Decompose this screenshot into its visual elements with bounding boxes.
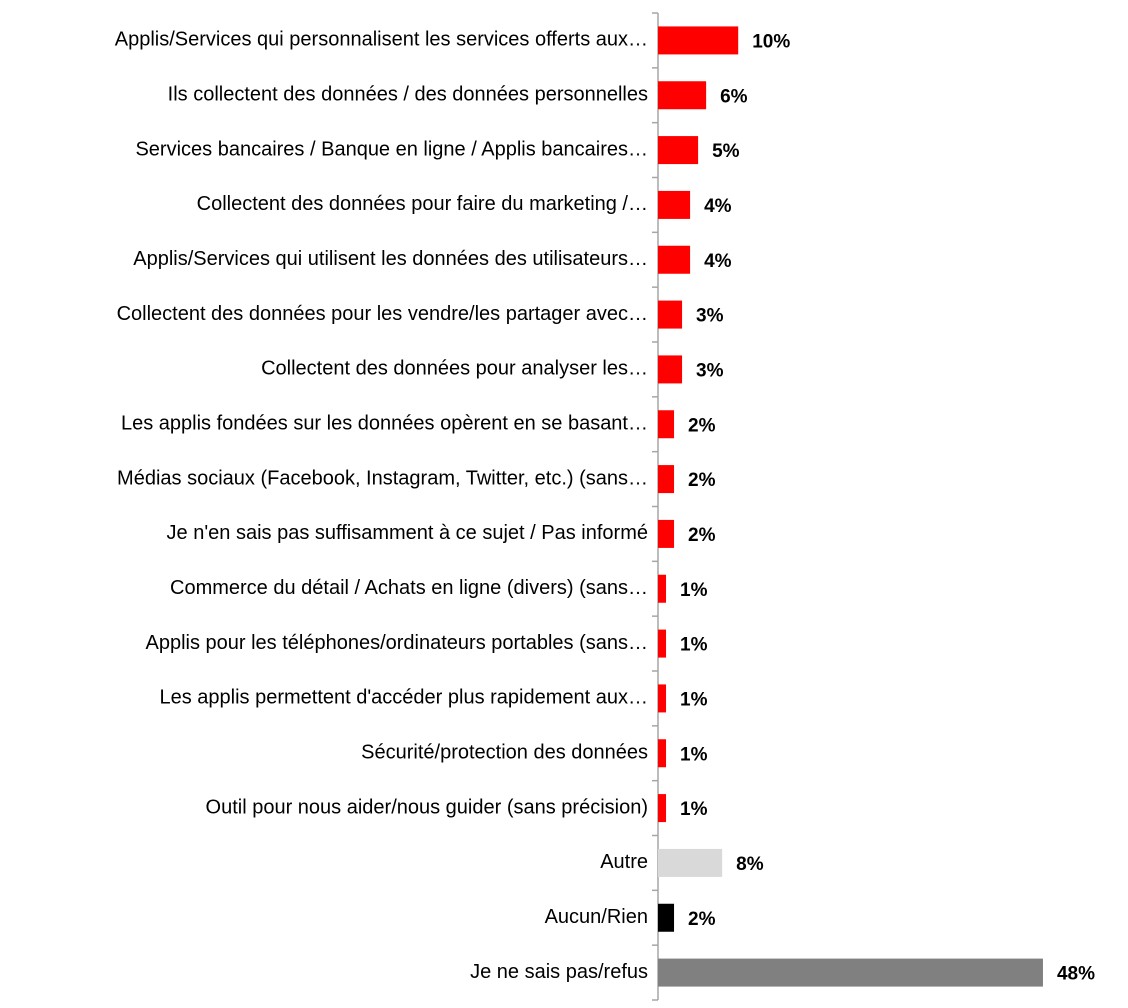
data-label: 4% bbox=[704, 196, 732, 217]
data-label: 8% bbox=[736, 854, 764, 875]
data-label: 1% bbox=[680, 744, 708, 765]
bar bbox=[658, 300, 683, 329]
data-label: 6% bbox=[720, 86, 748, 107]
bar bbox=[658, 81, 707, 110]
bar bbox=[658, 519, 675, 548]
data-label: 2% bbox=[688, 415, 716, 436]
data-label: 1% bbox=[680, 580, 708, 601]
category-label: Collectent des données pour les vendre/l… bbox=[117, 303, 648, 325]
category-label: Applis/Services qui utilisent les donnée… bbox=[133, 248, 648, 270]
data-label: 1% bbox=[680, 799, 708, 820]
data-label: 2% bbox=[688, 909, 716, 930]
category-label: Sécurité/protection des données bbox=[361, 742, 648, 764]
category-label: Collectent des données pour analyser les… bbox=[261, 358, 648, 380]
data-label: 5% bbox=[712, 141, 740, 162]
category-label: Services bancaires / Banque en ligne / A… bbox=[135, 138, 648, 160]
category-label: Ils collectent des données / des données… bbox=[168, 84, 648, 106]
category-label: Les applis fondées sur les données opère… bbox=[121, 413, 648, 435]
category-label: Médias sociaux (Facebook, Instagram, Twi… bbox=[117, 467, 648, 489]
bar bbox=[658, 190, 691, 219]
bar bbox=[658, 355, 683, 384]
bar bbox=[658, 465, 675, 494]
bar bbox=[658, 684, 667, 713]
data-label: 3% bbox=[696, 306, 724, 327]
bar bbox=[658, 136, 699, 165]
bar bbox=[658, 794, 667, 823]
category-label: Collectent des données pour faire du mar… bbox=[197, 193, 648, 215]
bar bbox=[658, 245, 691, 274]
data-label: 48% bbox=[1057, 964, 1095, 985]
data-label: 1% bbox=[680, 635, 708, 656]
category-label: Je ne sais pas/refus bbox=[470, 961, 648, 983]
category-label: Outil pour nous aider/nous guider (sans … bbox=[206, 796, 648, 818]
category-label: Applis/Services qui personnalisent les s… bbox=[115, 29, 648, 51]
data-label: 2% bbox=[688, 470, 716, 491]
category-label: Applis pour les téléphones/ordinateurs p… bbox=[145, 632, 648, 654]
bar bbox=[658, 848, 723, 877]
data-label: 10% bbox=[752, 31, 790, 52]
category-label: Je n'en sais pas suffisamment à ce sujet… bbox=[167, 522, 648, 544]
bar bbox=[658, 574, 667, 603]
data-label: 2% bbox=[688, 525, 716, 546]
data-label: 1% bbox=[680, 689, 708, 710]
bar bbox=[658, 26, 739, 55]
data-label: 3% bbox=[696, 360, 724, 381]
category-label: Aucun/Rien bbox=[545, 906, 648, 928]
bar bbox=[658, 903, 675, 932]
category-label: Les applis permettent d'accéder plus rap… bbox=[159, 687, 648, 709]
category-label: Commerce du détail / Achats en ligne (di… bbox=[170, 577, 648, 599]
bar bbox=[658, 629, 667, 658]
bar bbox=[658, 958, 1043, 987]
bar bbox=[658, 410, 675, 439]
category-label: Autre bbox=[600, 851, 648, 873]
data-label: 4% bbox=[704, 251, 732, 272]
bar bbox=[658, 739, 667, 768]
